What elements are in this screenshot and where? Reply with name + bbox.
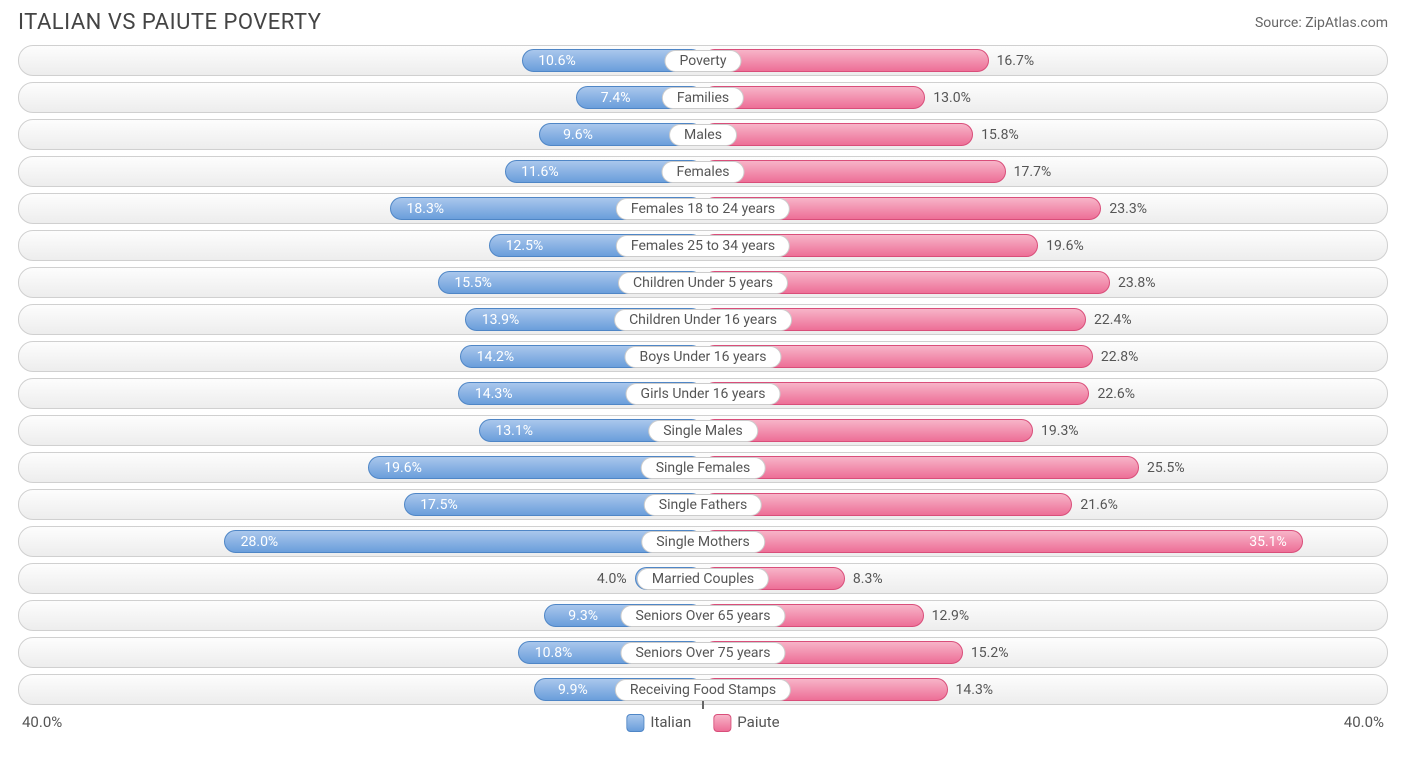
value-left: 14.2% xyxy=(477,349,515,365)
value-left: 12.5% xyxy=(506,238,544,254)
value-right: 25.5% xyxy=(1147,460,1185,476)
axis-right-label: 40.0% xyxy=(1344,713,1384,731)
chart-row: 14.2% 22.8% Boys Under 16 years xyxy=(18,341,1388,372)
bar-right xyxy=(703,160,1006,183)
value-right: 22.4% xyxy=(1094,312,1132,328)
chart-row: 28.0% 35.1% Single Mothers xyxy=(18,526,1388,557)
value-left: 15.5% xyxy=(454,275,492,291)
butterfly-chart: 10.6% 16.7% Poverty 7.4% 13.0% Families 9.6% 15… xyxy=(0,45,1406,705)
row-label: Single Mothers xyxy=(641,531,765,553)
row-label: Single Females xyxy=(641,457,766,479)
legend: Italian Paiute xyxy=(626,713,779,732)
row-label: Boys Under 16 years xyxy=(624,346,781,368)
value-left: 18.3% xyxy=(407,201,445,217)
value-right: 8.3% xyxy=(853,571,883,587)
chart-row: 15.5% 23.8% Children Under 5 years xyxy=(18,267,1388,298)
bar-right xyxy=(703,49,989,72)
row-label: Married Couples xyxy=(637,568,769,590)
bar-right xyxy=(703,530,1303,553)
chart-row: 9.3% 12.9% Seniors Over 65 years xyxy=(18,600,1388,631)
value-right: 14.3% xyxy=(956,682,994,698)
value-left: 14.3% xyxy=(475,386,513,402)
chart-row: 14.3% 22.6% Girls Under 16 years xyxy=(18,378,1388,409)
value-right: 35.1% xyxy=(1249,534,1287,550)
row-label: Females 18 to 24 years xyxy=(616,198,790,220)
chart-row: 12.5% 19.6% Females 25 to 34 years xyxy=(18,230,1388,261)
row-label: Single Males xyxy=(648,420,758,442)
value-left: 13.9% xyxy=(482,312,520,328)
row-label: Females xyxy=(662,161,745,183)
legend-label-right: Paiute xyxy=(737,713,779,731)
chart-row: 10.6% 16.7% Poverty xyxy=(18,45,1388,76)
value-left: 9.9% xyxy=(558,682,588,698)
row-label: Seniors Over 65 years xyxy=(620,605,785,627)
row-label: Families xyxy=(662,87,744,109)
row-label: Seniors Over 75 years xyxy=(620,642,785,664)
legend-item-right: Paiute xyxy=(713,713,779,732)
bar-left xyxy=(224,530,703,553)
value-left: 10.8% xyxy=(535,645,573,661)
value-left: 4.0% xyxy=(597,571,627,587)
row-label: Females 25 to 34 years xyxy=(616,235,790,257)
chart-row: 17.5% 21.6% Single Fathers xyxy=(18,489,1388,520)
bar-right xyxy=(703,456,1139,479)
chart-source: Source: ZipAtlas.com xyxy=(1255,15,1388,31)
value-right: 15.8% xyxy=(981,127,1019,143)
axis-left-label: 40.0% xyxy=(22,713,62,731)
chart-row: 11.6% 17.7% Females xyxy=(18,156,1388,187)
value-right: 21.6% xyxy=(1080,497,1118,513)
value-right: 15.2% xyxy=(971,645,1009,661)
row-label: Single Fathers xyxy=(644,494,762,516)
chart-row: 13.1% 19.3% Single Males xyxy=(18,415,1388,446)
value-left: 19.6% xyxy=(384,460,422,476)
chart-title: ITALIAN VS PAIUTE POVERTY xyxy=(18,10,321,35)
value-left: 7.4% xyxy=(601,90,631,106)
value-left: 17.5% xyxy=(420,497,458,513)
value-right: 16.7% xyxy=(997,53,1035,69)
chart-row: 13.9% 22.4% Children Under 16 years xyxy=(18,304,1388,335)
chart-row: 4.0% 8.3% Married Couples xyxy=(18,563,1388,594)
value-right: 19.3% xyxy=(1041,423,1079,439)
chart-row: 9.9% 14.3% Receiving Food Stamps xyxy=(18,674,1388,705)
value-left: 10.6% xyxy=(538,53,576,69)
value-left: 28.0% xyxy=(241,534,279,550)
value-right: 13.0% xyxy=(933,90,971,106)
value-right: 17.7% xyxy=(1014,164,1052,180)
value-right: 12.9% xyxy=(932,608,970,624)
chart-row: 19.6% 25.5% Single Females xyxy=(18,452,1388,483)
value-right: 19.6% xyxy=(1046,238,1084,254)
chart-row: 9.6% 15.8% Males xyxy=(18,119,1388,150)
chart-row: 18.3% 23.3% Females 18 to 24 years xyxy=(18,193,1388,224)
value-right: 23.3% xyxy=(1109,201,1147,217)
value-left: 9.3% xyxy=(568,608,598,624)
value-left: 9.6% xyxy=(563,127,593,143)
value-right: 22.6% xyxy=(1097,386,1135,402)
row-label: Receiving Food Stamps xyxy=(615,679,791,701)
legend-swatch-left xyxy=(626,714,644,732)
value-right: 23.8% xyxy=(1118,275,1156,291)
chart-row: 7.4% 13.0% Families xyxy=(18,82,1388,113)
chart-row: 10.8% 15.2% Seniors Over 75 years xyxy=(18,637,1388,668)
row-label: Children Under 5 years xyxy=(618,272,788,294)
row-label: Girls Under 16 years xyxy=(626,383,781,405)
value-left: 11.6% xyxy=(521,164,559,180)
bar-right xyxy=(703,123,973,146)
legend-item-left: Italian xyxy=(626,713,691,732)
row-label: Children Under 16 years xyxy=(614,309,792,331)
row-label: Poverty xyxy=(664,50,741,72)
legend-swatch-right xyxy=(713,714,731,732)
row-label: Males xyxy=(669,124,737,146)
value-left: 13.1% xyxy=(495,423,533,439)
center-tick xyxy=(702,701,704,709)
legend-label-left: Italian xyxy=(650,713,691,731)
value-right: 22.8% xyxy=(1101,349,1139,365)
